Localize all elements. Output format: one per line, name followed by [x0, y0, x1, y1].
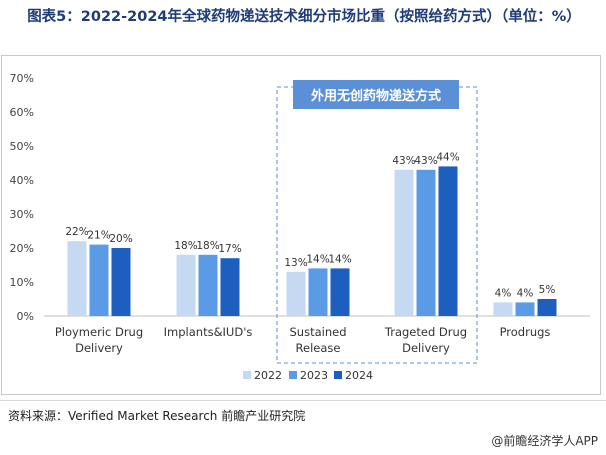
y-tick-label: 50%	[10, 140, 34, 153]
category-label: Trageted Drug Delivery	[384, 325, 467, 355]
bar	[198, 254, 218, 316]
y-tick-label: 40%	[10, 174, 34, 187]
source-note: 资料来源：Verified Market Research 前瞻产业研究院	[8, 409, 306, 423]
chart-area	[1, 55, 601, 395]
y-tick-label: 10%	[10, 276, 34, 289]
legend-label: 2022	[254, 369, 282, 382]
annotation-label: 外用无创药物递送方式	[310, 88, 441, 104]
bar	[515, 302, 535, 316]
bar	[416, 169, 436, 316]
bar-chart: 0%10%20%30%40%50%60%70%外用无创药物递送方式22%21%2…	[10, 72, 590, 382]
data-label: 4%	[495, 287, 512, 299]
legend-swatch	[243, 371, 251, 379]
data-label: 18%	[196, 240, 219, 252]
legend-swatch	[334, 371, 342, 379]
brand-credit: @前瞻经济学人APP	[491, 434, 598, 448]
category-label: Sustained Release	[290, 325, 347, 355]
legend-label: 2023	[300, 369, 328, 382]
legend-swatch	[289, 371, 297, 379]
y-tick-label: 0%	[17, 310, 34, 323]
bar	[330, 268, 350, 316]
data-label: 5%	[539, 284, 556, 296]
data-label: 44%	[436, 151, 459, 163]
bar	[394, 169, 414, 316]
data-label: 43%	[414, 155, 437, 167]
category-label: Ploymeric Drug Delivery	[55, 325, 143, 355]
data-label: 21%	[87, 230, 110, 242]
data-label: 22%	[65, 226, 88, 238]
category-label: Prodrugs	[500, 325, 551, 339]
bar	[67, 241, 87, 316]
bar	[220, 258, 240, 316]
category-label: Implants&IUD's	[164, 325, 253, 339]
bar	[286, 271, 306, 316]
divider	[0, 400, 606, 401]
y-tick-label: 20%	[10, 242, 34, 255]
legend-label: 2024	[345, 369, 373, 382]
bar	[493, 302, 513, 316]
y-tick-label: 30%	[10, 208, 34, 221]
data-label: 18%	[174, 240, 197, 252]
annotation-label-bg	[293, 80, 459, 109]
bar	[537, 299, 557, 316]
data-label: 14%	[328, 253, 351, 265]
data-label: 13%	[284, 257, 307, 269]
chart-title: 图表5：2022-2024年全球药物递送技术细分市场比重（按照给药方式）（单位：…	[27, 9, 581, 25]
y-tick-label: 70%	[10, 72, 34, 85]
data-label: 43%	[392, 155, 415, 167]
bar	[111, 248, 131, 316]
bar	[308, 268, 328, 316]
y-tick-label: 60%	[10, 106, 34, 119]
bar	[438, 166, 458, 316]
bar	[176, 254, 196, 316]
data-label: 14%	[306, 253, 329, 265]
data-label: 17%	[218, 243, 241, 255]
data-label: 20%	[109, 233, 132, 245]
bar	[89, 244, 109, 316]
data-label: 4%	[517, 287, 534, 299]
